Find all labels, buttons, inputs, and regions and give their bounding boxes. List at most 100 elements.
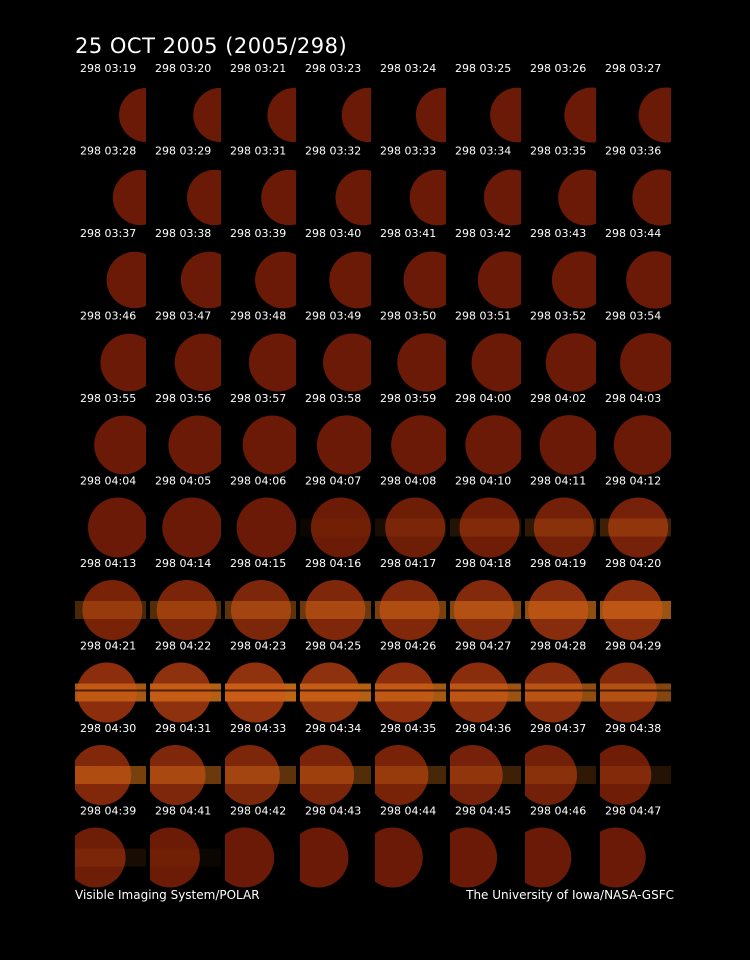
frame-image [477, 251, 521, 309]
aurora-glow [379, 580, 440, 640]
earth-disk [242, 415, 296, 475]
earth-disk [82, 580, 143, 640]
frame-label: 298 04:44 [380, 805, 436, 818]
earth-disk [168, 415, 221, 475]
frame-label: 298 04:10 [455, 475, 511, 488]
earth-disk [477, 251, 521, 309]
frame-image [415, 87, 446, 143]
aurora-band [150, 683, 221, 702]
aurora-band [75, 683, 146, 702]
frame-label: 298 03:26 [530, 62, 586, 75]
frame-label: 298 04:19 [530, 557, 586, 570]
frame-image [150, 827, 221, 888]
aurora-band [450, 766, 521, 784]
earth-disk [459, 497, 520, 558]
aurora-band [300, 601, 371, 619]
frame-image [558, 169, 596, 226]
aurora-glow [225, 745, 280, 805]
aurora-band [525, 683, 596, 702]
frame-image [150, 662, 221, 723]
earth-disk [305, 580, 366, 640]
frame-image [261, 169, 296, 226]
earth-disk [385, 497, 446, 558]
frame-label: 298 04:18 [455, 557, 511, 570]
frame-image [106, 251, 146, 309]
frame-image [375, 497, 446, 558]
frame-label: 298 04:43 [305, 805, 361, 818]
frame-label: 298 03:21 [230, 62, 286, 75]
aurora-glow [525, 745, 577, 805]
aurora-glow [450, 745, 503, 805]
frame-label: 298 03:42 [455, 227, 511, 240]
scan-line [225, 689, 296, 692]
frame-image [174, 333, 221, 392]
aurora-band [75, 601, 146, 619]
frame-image [225, 580, 296, 640]
frame-image [450, 827, 498, 888]
aurora-band [75, 766, 146, 784]
frame-label: 298 03:41 [380, 227, 436, 240]
scan-line [375, 689, 446, 692]
frame-image [619, 333, 671, 392]
aurora-band [600, 518, 671, 537]
frame-label: 298 03:33 [380, 145, 436, 158]
aurora-glow [385, 497, 446, 558]
frame-image [162, 497, 221, 558]
frame-image [242, 415, 296, 475]
frame-image [248, 333, 296, 392]
earth-disk [156, 580, 217, 640]
frame-label: 298 04:12 [605, 475, 661, 488]
footer-right: The University of Iowa/NASA-GSFC [465, 888, 674, 902]
frame-label: 298 03:24 [380, 62, 436, 75]
aurora-band [375, 601, 446, 619]
frame-image [75, 827, 146, 888]
scan-line [300, 689, 371, 692]
frame-image [600, 745, 671, 805]
scan-line [150, 689, 221, 692]
frame-label: 298 03:36 [605, 145, 661, 158]
frame-image [397, 333, 446, 392]
frame-label: 298 03:37 [80, 227, 136, 240]
frame-label: 298 04:29 [605, 640, 661, 653]
earth-disk [100, 333, 146, 392]
frame-label: 298 04:06 [230, 475, 286, 488]
frame-image [525, 745, 596, 805]
earth-disk [600, 745, 652, 805]
frame-image [100, 333, 146, 392]
frame-label: 298 04:11 [530, 475, 586, 488]
aurora-glow [600, 662, 657, 723]
aurora-band [600, 601, 671, 619]
frame-label: 298 04:41 [155, 805, 211, 818]
frame-label: 298 04:37 [530, 722, 586, 735]
frame-image [525, 580, 596, 640]
aurora-band [300, 518, 371, 537]
frame-image [375, 745, 446, 805]
aurora-glow [528, 580, 589, 640]
aurora-glow [156, 580, 217, 640]
frame-image [525, 497, 596, 558]
aurora-glow [305, 580, 366, 640]
frame-label: 298 03:31 [230, 145, 286, 158]
earth-disk [261, 169, 296, 226]
frame-image [300, 497, 371, 558]
aurora-band [600, 766, 671, 784]
frame-image [409, 169, 446, 226]
frame-label: 298 04:07 [305, 475, 361, 488]
frame-label: 298 03:52 [530, 310, 586, 323]
frame-label: 298 03:54 [605, 310, 661, 323]
aurora-band [525, 766, 596, 784]
aurora-glow [300, 745, 355, 805]
earth-disk [558, 169, 596, 226]
frame-image [403, 251, 446, 309]
frame-label: 298 03:58 [305, 392, 361, 405]
frame-image [75, 662, 146, 723]
earth-disk [112, 169, 146, 226]
frame-image [187, 169, 221, 226]
frame-label: 298 03:57 [230, 392, 286, 405]
earth-disk [119, 88, 146, 142]
earth-disk [490, 87, 521, 143]
aurora-band [75, 848, 146, 867]
earth-disk [626, 251, 671, 309]
aurora-glow [225, 662, 286, 723]
aurora-glow [525, 662, 583, 723]
